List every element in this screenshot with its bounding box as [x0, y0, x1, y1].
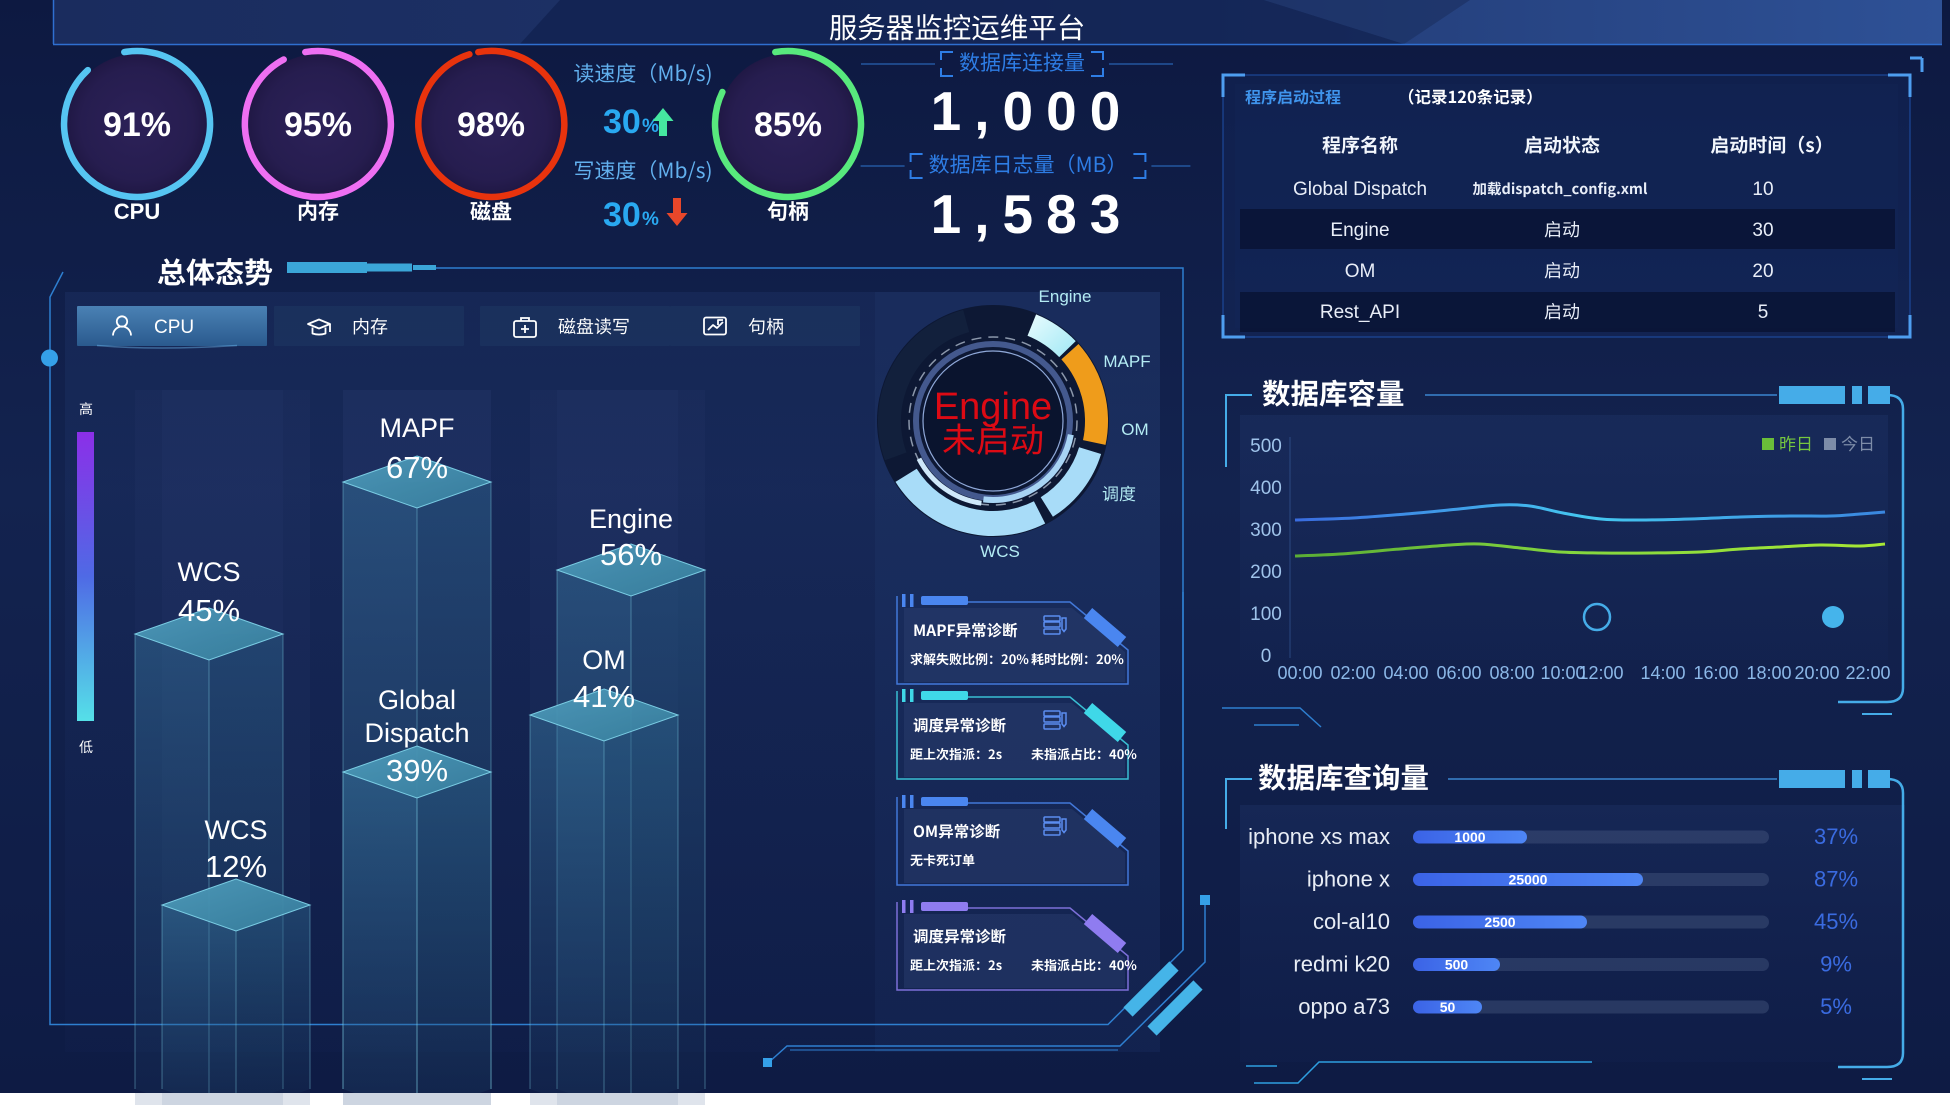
svg-text:WCS: WCS	[205, 815, 268, 845]
svg-text:30: 30	[603, 103, 641, 141]
svg-text:22:00: 22:00	[1845, 663, 1890, 683]
svg-text:18:00: 18:00	[1746, 663, 1791, 683]
svg-text:20:00: 20:00	[1794, 663, 1839, 683]
svg-text:WCS: WCS	[980, 542, 1020, 561]
svg-text:5: 5	[1758, 302, 1769, 323]
svg-text:iphone x: iphone x	[1307, 867, 1390, 892]
svg-text:12%: 12%	[205, 849, 267, 884]
svg-text:col-al10: col-al10	[1313, 909, 1390, 934]
svg-text:02:00: 02:00	[1330, 663, 1375, 683]
svg-text:14:00: 14:00	[1640, 663, 1685, 683]
svg-text:39%: 39%	[386, 753, 448, 788]
svg-text:1,000: 1,000	[931, 80, 1134, 142]
svg-text:iphone xs max: iphone xs max	[1248, 824, 1390, 849]
svg-text:CPU: CPU	[114, 199, 160, 224]
svg-text:10: 10	[1752, 179, 1773, 200]
svg-text:MAPF: MAPF	[379, 413, 454, 443]
svg-text:redmi k20: redmi k20	[1293, 952, 1390, 977]
svg-text:CPU: CPU	[154, 317, 194, 338]
svg-text:OM: OM	[1345, 261, 1376, 282]
svg-text:Global: Global	[378, 685, 456, 715]
svg-text:300: 300	[1250, 520, 1282, 541]
svg-text:16:00: 16:00	[1693, 663, 1738, 683]
svg-text:Engine: Engine	[589, 504, 673, 534]
svg-text:20: 20	[1752, 261, 1773, 282]
svg-text:87%: 87%	[1814, 867, 1858, 892]
svg-text:9%: 9%	[1820, 952, 1852, 977]
svg-text:12:00: 12:00	[1578, 663, 1623, 683]
svg-text:Rest_API: Rest_API	[1320, 302, 1400, 323]
svg-text:OM: OM	[1121, 420, 1148, 439]
svg-text:50: 50	[1440, 999, 1456, 1015]
svg-text:0: 0	[1261, 646, 1272, 667]
svg-text:%: %	[642, 209, 659, 230]
svg-text:Engine: Engine	[934, 386, 1052, 428]
svg-text:5%: 5%	[1820, 994, 1852, 1019]
svg-text:45%: 45%	[178, 593, 240, 628]
svg-text:1,583: 1,583	[931, 183, 1134, 245]
svg-text:100: 100	[1250, 604, 1282, 625]
svg-text:85%: 85%	[754, 106, 822, 144]
svg-text:30: 30	[603, 196, 641, 234]
svg-text:200: 200	[1250, 562, 1282, 583]
svg-text:oppo a73: oppo a73	[1298, 994, 1390, 1019]
svg-text:2500: 2500	[1484, 914, 1515, 930]
svg-text:%: %	[642, 116, 659, 137]
svg-text:91%: 91%	[103, 106, 171, 144]
svg-text:06:00: 06:00	[1436, 663, 1481, 683]
svg-text:30: 30	[1752, 220, 1773, 241]
svg-text:08:00: 08:00	[1489, 663, 1534, 683]
svg-text:56%: 56%	[600, 537, 662, 572]
svg-text:WCS: WCS	[178, 557, 241, 587]
svg-text:95%: 95%	[284, 106, 352, 144]
svg-text:400: 400	[1250, 478, 1282, 499]
svg-text:500: 500	[1445, 957, 1469, 973]
svg-text:1000: 1000	[1454, 829, 1485, 845]
svg-text:37%: 37%	[1814, 824, 1858, 849]
svg-text:98%: 98%	[457, 106, 525, 144]
svg-text:Engine: Engine	[1039, 287, 1092, 306]
svg-text:45%: 45%	[1814, 909, 1858, 934]
svg-text:Dispatch: Dispatch	[364, 718, 469, 748]
svg-text:Global Dispatch: Global Dispatch	[1293, 179, 1427, 200]
svg-text:10:00: 10:00	[1540, 663, 1585, 683]
svg-text:00:00: 00:00	[1277, 663, 1322, 683]
svg-text:Engine: Engine	[1330, 220, 1389, 241]
svg-text:OM: OM	[582, 645, 626, 675]
svg-text:25000: 25000	[1509, 872, 1548, 888]
svg-text:500: 500	[1250, 436, 1282, 457]
svg-text:MAPF: MAPF	[1103, 352, 1150, 371]
svg-text:41%: 41%	[573, 679, 635, 714]
svg-text:67%: 67%	[386, 450, 448, 485]
svg-text:04:00: 04:00	[1383, 663, 1428, 683]
